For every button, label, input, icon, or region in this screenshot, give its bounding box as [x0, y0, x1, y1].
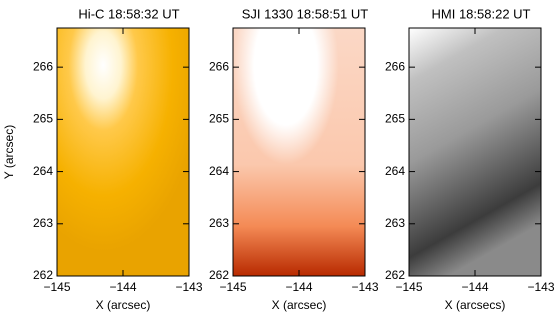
x-tick-label: −144 [461, 280, 488, 294]
y-tick-label: 262 [33, 268, 53, 282]
panel: HMI 18:58:22 UT −145 −144 −143 262 263 264 265 2… [385, 6, 555, 312]
x-tick-label: −145 [219, 280, 246, 294]
x-tick-label: −145 [43, 280, 70, 294]
panel: SJI 1330 18:58:51 UT −145 −144 −143 262 263 26… [209, 6, 379, 312]
panel-title: SJI 1330 18:58:51 UT [242, 6, 369, 21]
image-highlight [233, 28, 365, 276]
figure: Hi-C 18:58:32 UT −145 −144 −143 262 263 264 265… [0, 0, 558, 316]
y-tick-label: 263 [209, 216, 229, 230]
y-tick-label: 265 [209, 112, 229, 126]
y-tick-label: 266 [33, 59, 53, 73]
y-tick-label: 265 [33, 112, 53, 126]
x-axis-label: X (arcsec) [272, 298, 327, 312]
y-tick-label: 265 [385, 112, 405, 126]
x-tick-label: −144 [285, 280, 312, 294]
panel: Hi-C 18:58:32 UT −145 −144 −143 262 263 264 265… [2, 6, 203, 312]
x-tick-label: −143 [351, 280, 378, 294]
y-tick-label: 266 [385, 59, 405, 73]
x-tick-label: −143 [527, 280, 554, 294]
y-tick-label: 263 [33, 216, 53, 230]
x-axis-label: X (arcsec) [96, 298, 151, 312]
x-axis-label: X (arcsecs) [445, 298, 506, 312]
image [57, 28, 189, 276]
x-tick-label: −144 [109, 280, 136, 294]
y-tick-label: 263 [385, 216, 405, 230]
panels: Hi-C 18:58:32 UT −145 −144 −143 262 263 264 265… [2, 6, 555, 312]
y-tick-label: 266 [209, 59, 229, 73]
panel-title: HMI 18:58:22 UT [432, 6, 531, 21]
y-tick-label: 262 [385, 268, 405, 282]
x-tick-label: −143 [175, 280, 202, 294]
y-tick-label: 264 [33, 164, 53, 178]
y-tick-label: 264 [385, 164, 405, 178]
x-tick-label: −145 [395, 280, 422, 294]
y-tick-label: 264 [209, 164, 229, 178]
panel-title: Hi-C 18:58:32 UT [78, 6, 179, 21]
y-axis-label: Y (arcsec) [2, 125, 16, 179]
y-tick-label: 262 [209, 268, 229, 282]
image [409, 28, 541, 276]
